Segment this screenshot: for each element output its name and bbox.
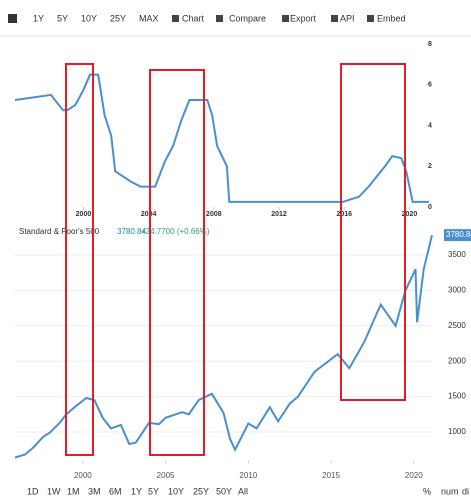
- range-button[interactable]: 25Y: [193, 486, 209, 496]
- range-button[interactable]: 5Y: [148, 486, 159, 496]
- compare-icon[interactable]: [216, 15, 223, 22]
- toolbar-button[interactable]: Export: [290, 13, 317, 23]
- range-button[interactable]: 1Y: [131, 486, 142, 496]
- export-icon[interactable]: [282, 15, 289, 22]
- y-tick-label: 4: [428, 122, 432, 129]
- legend-value: 3780.84: [117, 227, 146, 236]
- x-tick-label: 2015: [322, 471, 340, 480]
- x-tick-label: 2005: [157, 471, 175, 480]
- legend-change: +24.7700 (+0.66%): [141, 227, 210, 236]
- y-tick-label: 2: [428, 163, 432, 170]
- range-button[interactable]: 1D: [27, 486, 39, 496]
- x-tick-label: 2020: [405, 471, 423, 480]
- chart-icon[interactable]: [172, 15, 179, 22]
- toolbar-button[interactable]: API: [340, 13, 355, 23]
- x-tick-label: 2000: [74, 471, 92, 480]
- range-button[interactable]: 1M: [67, 486, 80, 496]
- y-tick-label: 0: [428, 204, 432, 211]
- highlight-box: [65, 63, 94, 456]
- toolbar-button[interactable]: 25Y: [110, 13, 126, 23]
- display-toggle[interactable]: %: [423, 486, 431, 496]
- x-tick-label: 2010: [239, 471, 257, 480]
- range-button[interactable]: 3M: [88, 486, 101, 496]
- range-button[interactable]: 50Y: [216, 486, 232, 496]
- chart-panel: [0, 220, 471, 484]
- y-tick-label: 8: [428, 41, 432, 48]
- toolbar-button[interactable]: Compare: [229, 13, 266, 23]
- data-line: [14, 73, 429, 203]
- y-tick-label: 2000: [448, 356, 466, 365]
- legend-name: Standard & Poor's 500: [19, 227, 100, 236]
- annotations: [65, 63, 406, 456]
- toolbar-button[interactable]: 10Y: [81, 13, 97, 23]
- display-toggle[interactable]: num: [441, 486, 459, 496]
- x-tick-label: 2012: [271, 211, 287, 218]
- calendar-icon[interactable]: [8, 14, 17, 23]
- highlight-box: [340, 63, 406, 401]
- range-button[interactable]: 1W: [47, 486, 61, 496]
- embed-icon[interactable]: [367, 15, 374, 22]
- toolbar-button[interactable]: MAX: [139, 13, 159, 23]
- toolbar-button[interactable]: 5Y: [57, 13, 68, 23]
- range-button[interactable]: All: [238, 486, 248, 496]
- range-button[interactable]: 6M: [109, 486, 122, 496]
- toolbar-button[interactable]: Chart: [182, 13, 205, 23]
- toolbar-button[interactable]: Embed: [377, 13, 406, 23]
- x-tick-label: 2000: [76, 211, 92, 218]
- highlight-box: [149, 69, 205, 456]
- x-tick-label: 2016: [336, 211, 352, 218]
- y-tick-label: 1500: [448, 392, 466, 401]
- last-value-label: 3780.84: [446, 230, 471, 239]
- api-icon[interactable]: [331, 15, 338, 22]
- data-line: [14, 234, 433, 459]
- y-tick-label: 1000: [448, 427, 466, 436]
- x-tick-label: 2008: [206, 211, 222, 218]
- toolbar-button[interactable]: 1Y: [33, 13, 44, 23]
- last-value-box: [444, 229, 471, 242]
- range-button[interactable]: 10Y: [168, 486, 184, 496]
- display-toggle[interactable]: di: [462, 486, 469, 496]
- y-tick-label: 2500: [448, 321, 466, 330]
- y-tick-label: 3500: [448, 250, 466, 259]
- y-tick-label: 3000: [448, 286, 466, 295]
- x-tick-label: 2004: [141, 211, 157, 218]
- y-tick-label: 6: [428, 82, 432, 89]
- x-tick-label: 2020: [402, 211, 418, 218]
